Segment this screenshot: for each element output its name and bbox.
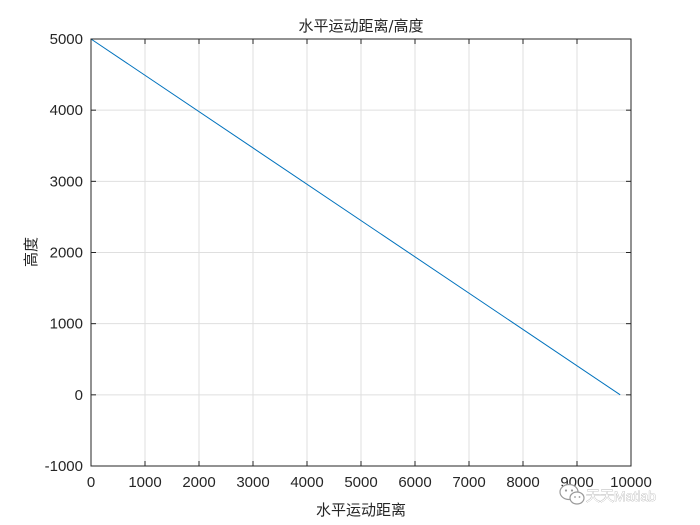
x-axis-label: 水平运动距离 bbox=[316, 501, 406, 519]
x-tick-label: 8000 bbox=[506, 474, 539, 491]
watermark-text: 天天Matlab bbox=[586, 488, 656, 504]
x-tick-label: 0 bbox=[87, 474, 95, 491]
y-tick-label: 5000 bbox=[50, 31, 83, 48]
x-tick-label: 2000 bbox=[182, 474, 215, 491]
y-tick-labels: -1000 0 1000 2000 3000 4000 5000 bbox=[45, 31, 83, 475]
y-tick-label: 3000 bbox=[50, 173, 83, 190]
grid-lines bbox=[91, 39, 631, 466]
y-tick-label: 1000 bbox=[50, 316, 83, 333]
tick-marks bbox=[90, 38, 632, 467]
y-tick-label: 2000 bbox=[50, 245, 83, 262]
x-tick-label: 6000 bbox=[398, 474, 431, 491]
wechat-icon bbox=[559, 483, 585, 505]
x-tick-label: 10000 bbox=[610, 474, 652, 491]
series-line bbox=[90, 38, 621, 396]
y-tick-label: -1000 bbox=[45, 458, 83, 475]
x-tick-labels: 0 1000 2000 3000 4000 5000 6000 7000 8000 9000 100… bbox=[87, 474, 652, 491]
y-tick-label: 4000 bbox=[50, 102, 83, 119]
y-tick-label: 0 bbox=[75, 387, 83, 404]
x-tick-label: 5000 bbox=[344, 474, 377, 491]
x-tick-label: 7000 bbox=[452, 474, 485, 491]
chart-title: 水平运动距离/高度 bbox=[298, 17, 423, 35]
watermark: 天天Matlab bbox=[559, 483, 657, 505]
series-layer bbox=[90, 38, 621, 396]
x-tick-label: 4000 bbox=[290, 474, 323, 491]
y-axis-label: 高度 bbox=[22, 237, 40, 267]
x-tick-label: 3000 bbox=[236, 474, 269, 491]
x-tick-label: 1000 bbox=[128, 474, 161, 491]
